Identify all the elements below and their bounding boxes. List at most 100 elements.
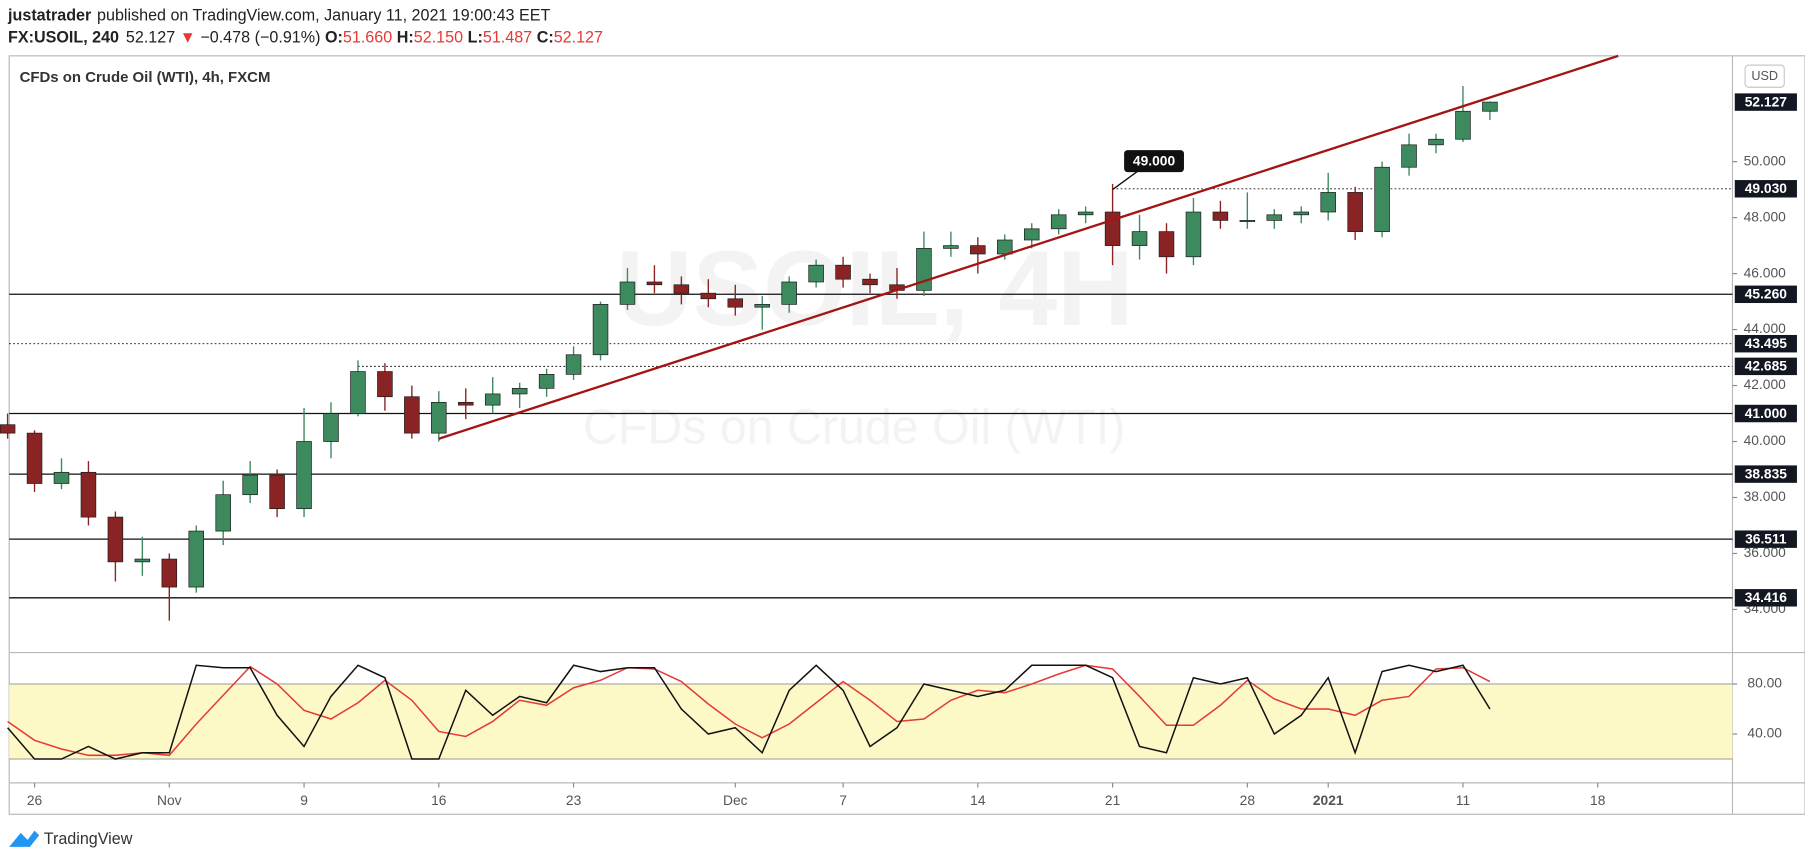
x-tick-label: 26 (27, 792, 43, 808)
currency-box[interactable] (1744, 64, 1785, 88)
candle-body (80, 471, 97, 518)
watermark-subtitle: CFDs on Crude Oil (WTI) (583, 400, 1126, 454)
x-tick-label: Dec (723, 792, 748, 808)
y-tick-label: 48.000 (1744, 208, 1786, 224)
candle-body (1455, 110, 1471, 140)
y-tick-label: 42.000 (1744, 376, 1786, 392)
callout-label: 49.000 (1133, 152, 1175, 168)
level-label: 34.416 (1745, 589, 1787, 605)
candle-body (1104, 211, 1121, 246)
y-tick-label: 40.000 (1744, 432, 1786, 448)
candle-body (323, 413, 339, 442)
quote-line: FX:USOIL, 240 52.127 ▼ −0.478 (−0.91%) O:51.6… (8, 29, 603, 47)
candle-body (350, 371, 366, 414)
candle-body (1347, 192, 1363, 232)
level-label-box (1734, 334, 1797, 353)
level-label-box (1734, 404, 1797, 423)
candle-body (1023, 228, 1040, 241)
candle-body (404, 396, 420, 434)
candle-body (377, 371, 393, 398)
ohlc-key: H: (397, 29, 414, 47)
candle-body (1131, 231, 1148, 246)
candle-body (242, 474, 258, 496)
candle-body (565, 354, 582, 375)
y-tick-label: 46.000 (1744, 264, 1786, 280)
x-tick-label: 9 (300, 792, 308, 808)
x-tick-label: 21 (1105, 792, 1121, 808)
level-label: 43.495 (1745, 335, 1787, 351)
level-label: 41.000 (1745, 405, 1787, 421)
level-label: 45.260 (1745, 286, 1787, 302)
brand: TradingView (44, 830, 133, 848)
candle-body (1320, 192, 1336, 213)
level-label-box (1734, 285, 1797, 304)
last-price: 52.127 (126, 29, 175, 47)
level-label-box (1734, 589, 1797, 607)
candle-body (619, 281, 636, 305)
published: published on TradingView.com, January 11… (97, 7, 550, 25)
level-label: 38.835 (1745, 465, 1787, 481)
candle-body (161, 558, 178, 588)
candle-body (1158, 231, 1175, 258)
ohlc-value: 51.660 (343, 29, 392, 47)
ohlc-key: O: (325, 29, 343, 47)
direction: ▼ (180, 29, 196, 47)
x-tick-label: 16 (431, 792, 447, 808)
oscillator-tick-label: 40.00 (1747, 725, 1782, 741)
candle-body (997, 239, 1013, 255)
change-pct: (−0.91%) (255, 29, 321, 47)
candle-body (484, 393, 501, 406)
candle-body (943, 245, 959, 249)
level-label: 42.685 (1745, 358, 1787, 374)
level-label-box (1734, 180, 1797, 198)
candle-body (1482, 101, 1498, 112)
ohlc-value: 51.487 (483, 29, 532, 47)
ohlc-key: C: (537, 29, 554, 47)
oscillator-band (9, 684, 1733, 760)
x-tick-label: 18 (1590, 792, 1606, 808)
candle-body (700, 292, 717, 300)
candle-body (1266, 214, 1283, 221)
candle-body (781, 281, 797, 305)
candle-body (134, 558, 151, 563)
candle-body (862, 278, 878, 286)
candle-body (1239, 220, 1256, 222)
chart-title: CFDs on Crude Oil (WTI), 4h, FXCM (20, 69, 271, 86)
y-tick-label: 38.000 (1744, 488, 1786, 504)
candle-body (431, 401, 447, 434)
oscillator-tick-label: 80.00 (1747, 675, 1782, 691)
candle-body (754, 304, 770, 308)
candle-body (538, 373, 555, 389)
candle-body (1374, 166, 1390, 232)
y-tick-label: 44.000 (1744, 320, 1786, 336)
trendline (438, 54, 1619, 440)
level-label: 36.511 (1745, 530, 1787, 546)
candle-body (188, 530, 205, 588)
candle-body (1050, 214, 1067, 230)
last-price-box (1734, 93, 1797, 111)
candle-body (1077, 211, 1094, 216)
author: justatrader (7, 7, 92, 25)
candle-body (727, 298, 744, 308)
candle-body (808, 264, 824, 283)
candle-body (1293, 211, 1310, 216)
oscillator-line (7, 664, 1491, 757)
candle-body (296, 441, 312, 510)
frame (8, 55, 1805, 815)
x-tick-label: 28 (1240, 792, 1256, 808)
candle-body (1428, 138, 1444, 146)
x-tick-label: 2021 (1313, 792, 1344, 808)
candle-body (1212, 211, 1229, 221)
level-label-box (1734, 465, 1797, 483)
candle-body (107, 516, 124, 563)
candle-body (835, 264, 851, 280)
candle-body (970, 245, 986, 255)
ohlc-value: 52.127 (554, 29, 603, 47)
x-tick-label: 23 (566, 792, 582, 808)
x-tick-label: 14 (970, 792, 986, 808)
logo: TradingView (9, 830, 133, 848)
ohlc-key: L: (468, 29, 483, 47)
candle-body (0, 424, 16, 434)
